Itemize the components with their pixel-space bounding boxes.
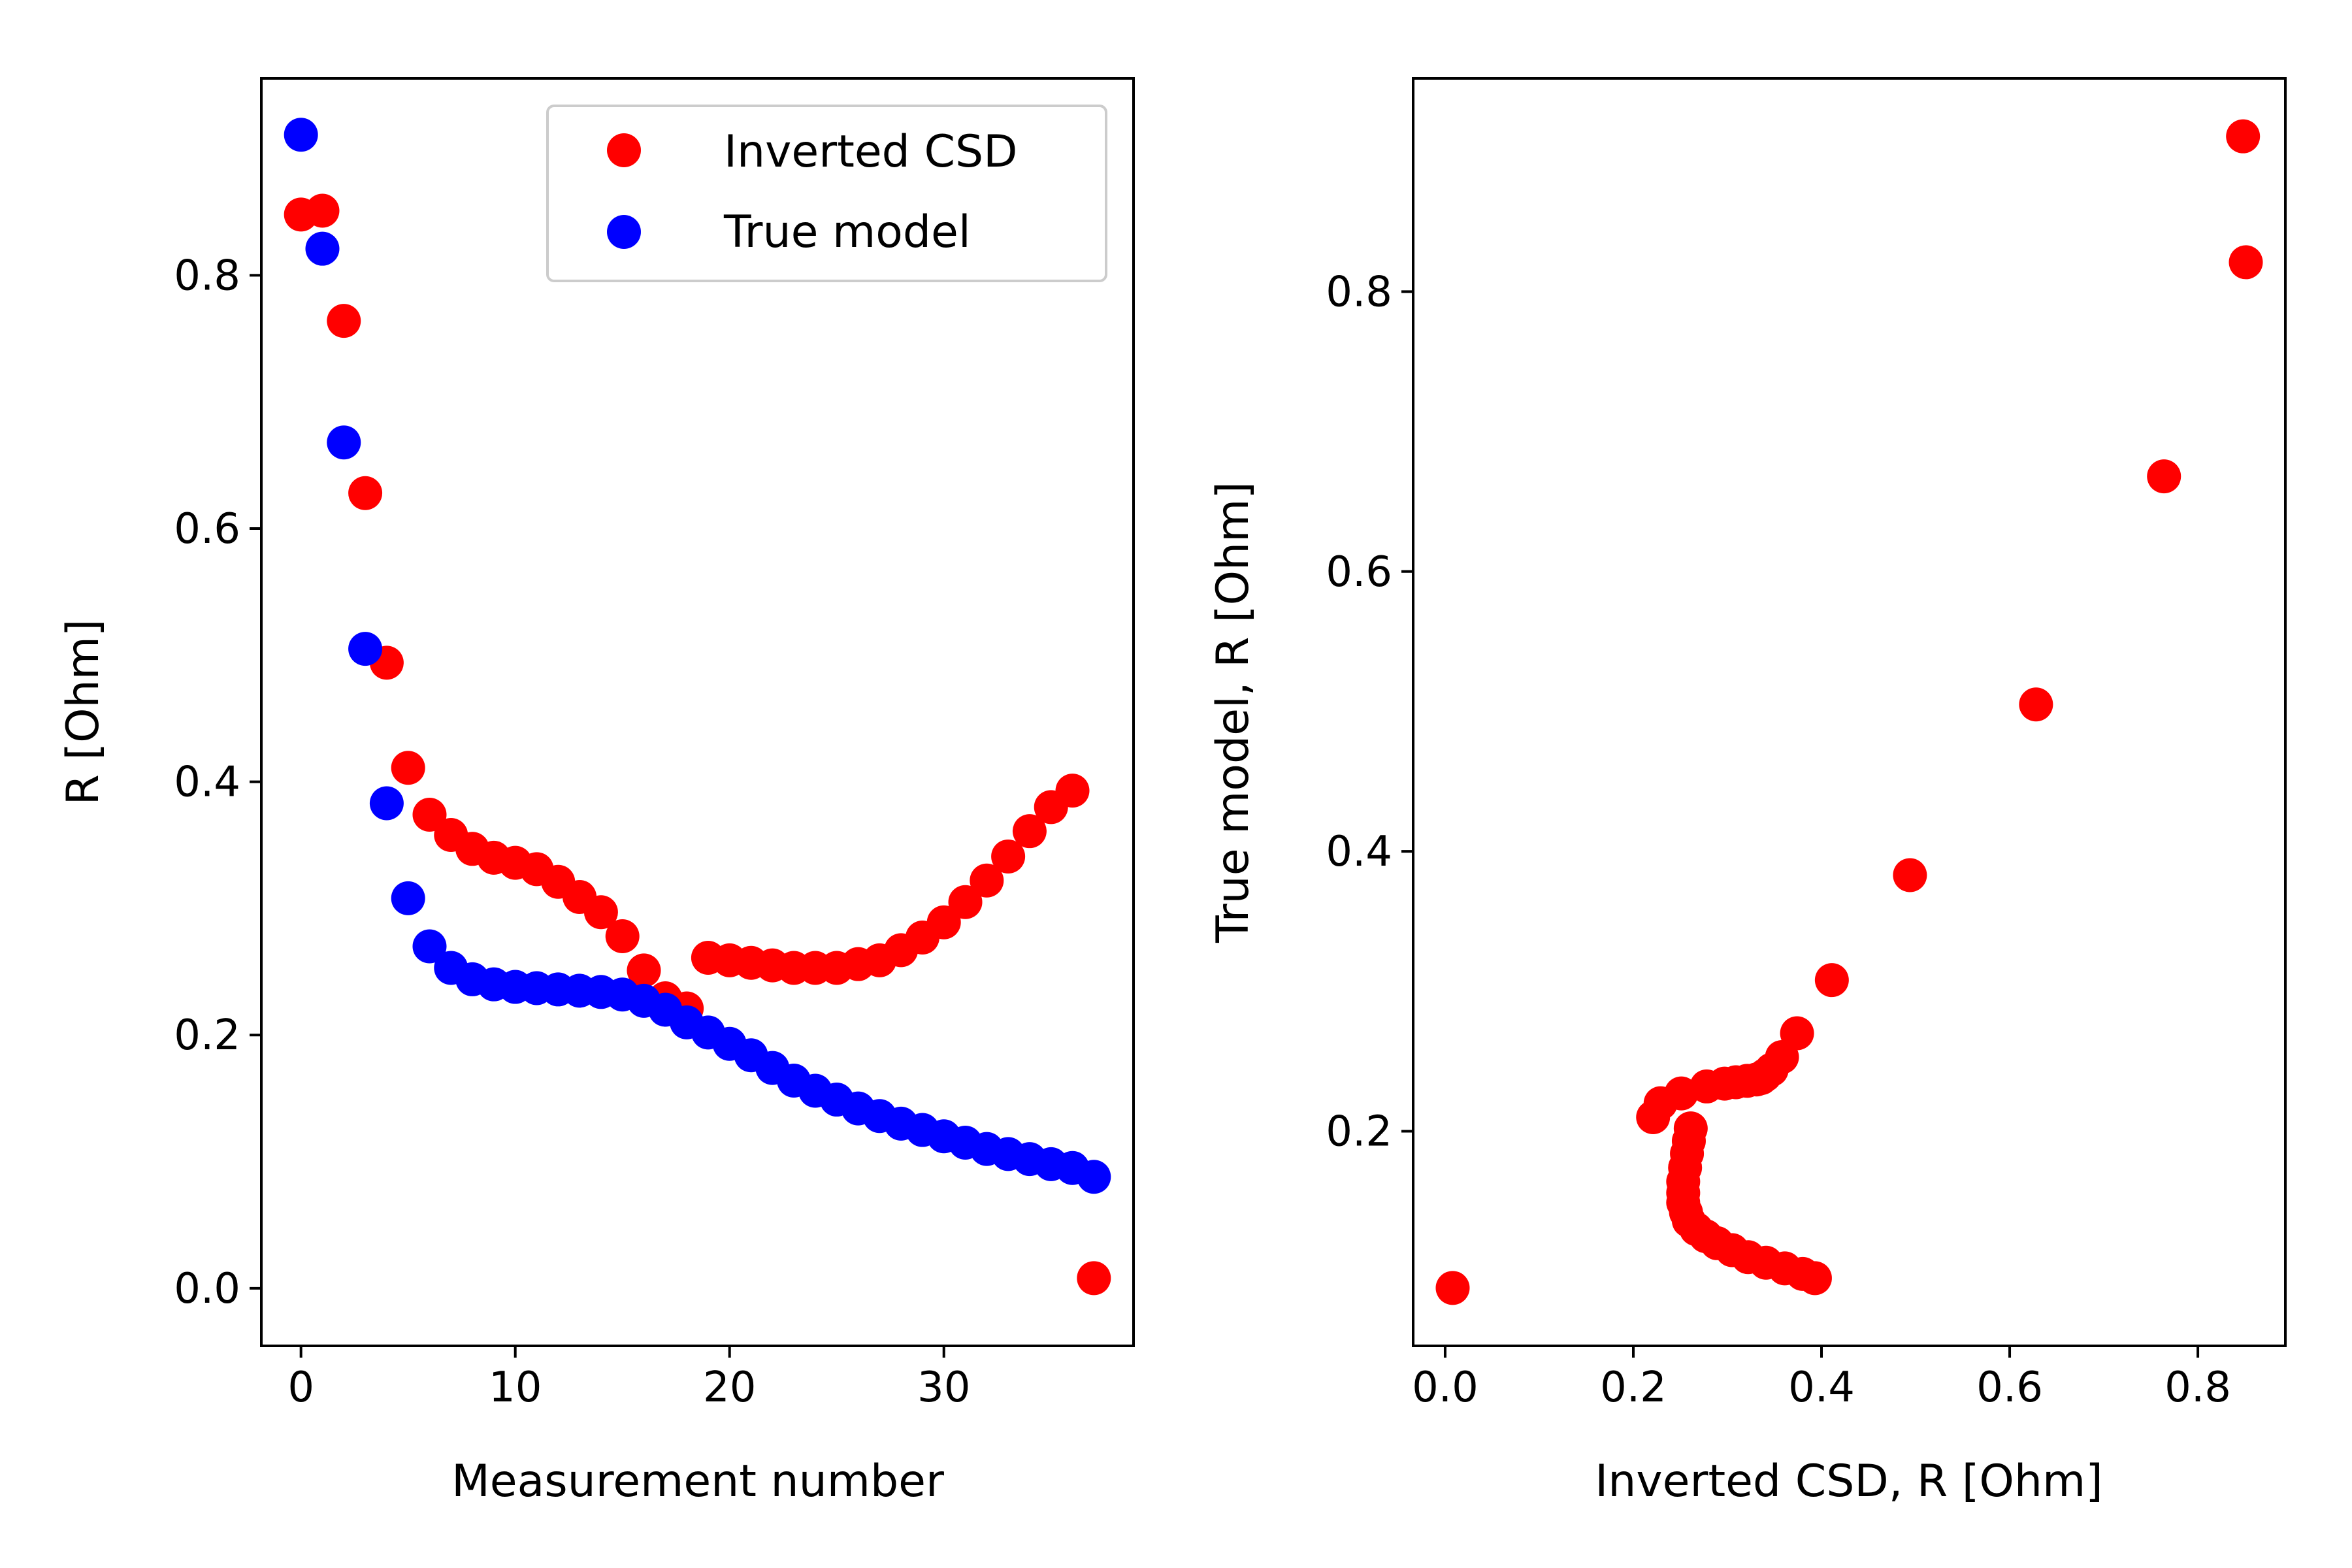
legend: Inverted CSD True model [546, 105, 1107, 282]
point-inverted-csd [948, 885, 983, 919]
left-x-axis-label: Measurement number [451, 1456, 944, 1507]
left-x-tick-label: 30 [917, 1364, 970, 1412]
point-inverted-csd [305, 193, 340, 228]
point-true-model [327, 425, 361, 460]
right-y-tick-label: 0.6 [1326, 548, 1392, 596]
point-comparison [2226, 119, 2261, 154]
left-plot-frame [260, 77, 1135, 1347]
point-true-model [1077, 1160, 1111, 1194]
point-comparison [1893, 858, 1927, 892]
right-points [1435, 119, 2263, 1305]
point-true-model [284, 118, 318, 152]
point-inverted-csd [605, 919, 640, 954]
left-y-tick-label: 0.0 [174, 1265, 240, 1313]
legend-label-true-model: True model [723, 206, 971, 258]
left-panel: 0 10 20 30 0.0 0.2 0.4 0.6 0.8 Measurement numb… [57, 77, 1135, 1507]
point-inverted-csd [348, 476, 383, 510]
left-x-tick-label: 20 [703, 1364, 756, 1412]
point-inverted-csd [1077, 1261, 1111, 1296]
point-inverted-csd [583, 895, 618, 930]
point-true-model [412, 929, 447, 964]
right-y-axis-label: True model, R [Ohm] [1207, 482, 1259, 943]
point-inverted-csd [627, 953, 661, 988]
right-y-tick-label: 0.2 [1326, 1107, 1392, 1156]
right-plot-frame [1412, 77, 2287, 1347]
right-x-axis-label: Inverted CSD, R [Ohm] [1595, 1456, 2102, 1507]
left-points [284, 118, 1111, 1296]
point-inverted-csd [991, 839, 1026, 874]
point-comparison [2019, 687, 2053, 722]
right-y-tick-label: 0.8 [1326, 268, 1392, 316]
point-true-model [391, 881, 425, 915]
point-comparison [2147, 459, 2181, 494]
point-comparison [1636, 1100, 1671, 1135]
point-inverted-csd [327, 304, 361, 338]
point-inverted-csd [412, 797, 447, 832]
left-y-tick-label: 0.6 [174, 505, 240, 553]
left-x-tick-label: 10 [489, 1364, 542, 1412]
left-y-ticks: 0.0 0.2 0.4 0.6 0.8 [174, 252, 261, 1313]
right-x-tick-label: 0.2 [1600, 1364, 1667, 1412]
legend-box [546, 105, 1107, 282]
point-true-model [305, 231, 340, 266]
right-x-tick-label: 0.4 [1788, 1364, 1855, 1412]
right-x-tick-label: 0.8 [2164, 1364, 2231, 1412]
point-true-model [369, 786, 404, 821]
point-inverted-csd [1055, 774, 1090, 808]
point-inverted-csd [970, 863, 1004, 898]
left-x-tick-label: 0 [287, 1364, 314, 1412]
point-comparison [1797, 1261, 1832, 1296]
left-y-tick-label: 0.4 [174, 759, 240, 807]
right-x-ticks: 0.0 0.2 0.4 0.6 0.8 [1412, 1346, 2231, 1412]
point-comparison [1435, 1271, 1470, 1305]
right-y-ticks: 0.2 0.4 0.6 0.8 [1326, 268, 1413, 1156]
legend-label-inverted-csd: Inverted CSD [724, 126, 1017, 178]
left-y-tick-label: 0.2 [174, 1011, 240, 1060]
point-inverted-csd [1012, 814, 1047, 849]
left-x-ticks: 0 10 20 30 [287, 1346, 970, 1412]
right-y-tick-label: 0.4 [1326, 828, 1392, 876]
left-y-tick-label: 0.8 [174, 252, 240, 300]
point-comparison [2229, 245, 2263, 280]
right-panel: 0.0 0.2 0.4 0.6 0.8 0.2 0.4 0.6 0.8 Inverted CS… [1207, 77, 2287, 1507]
point-comparison [1814, 963, 1849, 998]
point-inverted-csd [391, 751, 425, 785]
legend-marker-inverted-csd [607, 133, 641, 167]
right-x-tick-label: 0.0 [1412, 1364, 1478, 1412]
point-inverted-csd [926, 905, 961, 939]
point-true-model [348, 632, 383, 666]
left-y-axis-label: R [Ohm] [57, 619, 109, 806]
right-x-tick-label: 0.6 [1976, 1364, 2043, 1412]
legend-marker-true-model [607, 215, 641, 249]
